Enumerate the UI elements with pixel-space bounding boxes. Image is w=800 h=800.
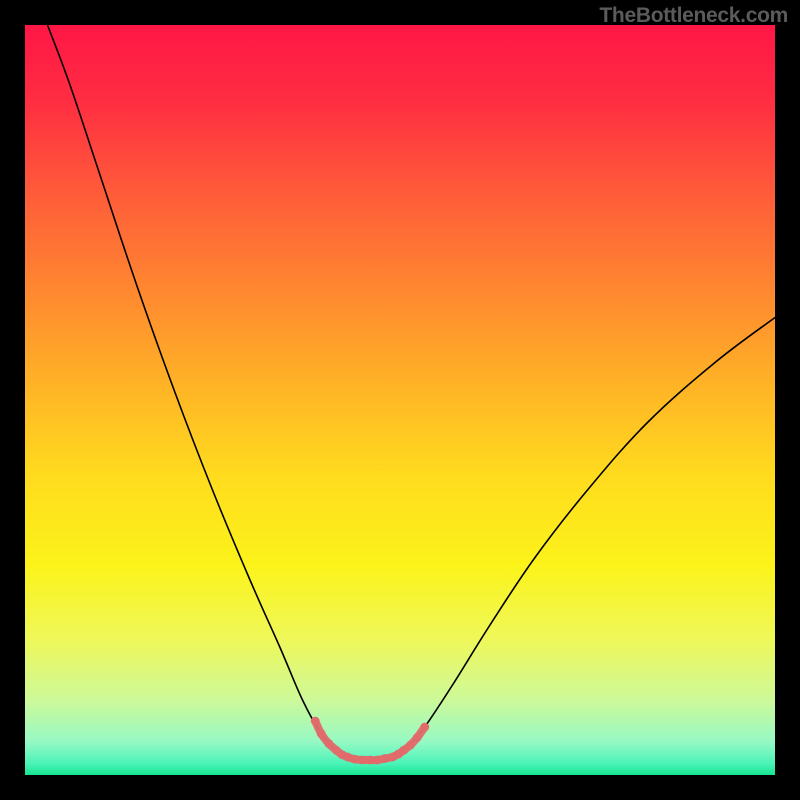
highlight-marker <box>351 755 360 764</box>
highlight-marker <box>366 756 375 765</box>
outer-frame: TheBottleneck.com <box>0 0 800 800</box>
highlight-marker <box>358 756 367 765</box>
plot-area <box>25 25 775 775</box>
highlight-marker <box>381 754 390 763</box>
highlight-marker <box>343 753 352 762</box>
highlight-marker <box>420 723 429 732</box>
highlight-marker <box>317 729 326 738</box>
highlight-marker <box>373 756 382 765</box>
highlight-marker <box>324 739 333 748</box>
highlight-marker <box>406 741 415 750</box>
attribution-text: TheBottleneck.com <box>599 4 788 28</box>
highlight-marker <box>413 733 422 742</box>
chart-svg <box>25 25 775 775</box>
gradient-background <box>25 25 775 775</box>
highlight-marker <box>311 717 320 726</box>
